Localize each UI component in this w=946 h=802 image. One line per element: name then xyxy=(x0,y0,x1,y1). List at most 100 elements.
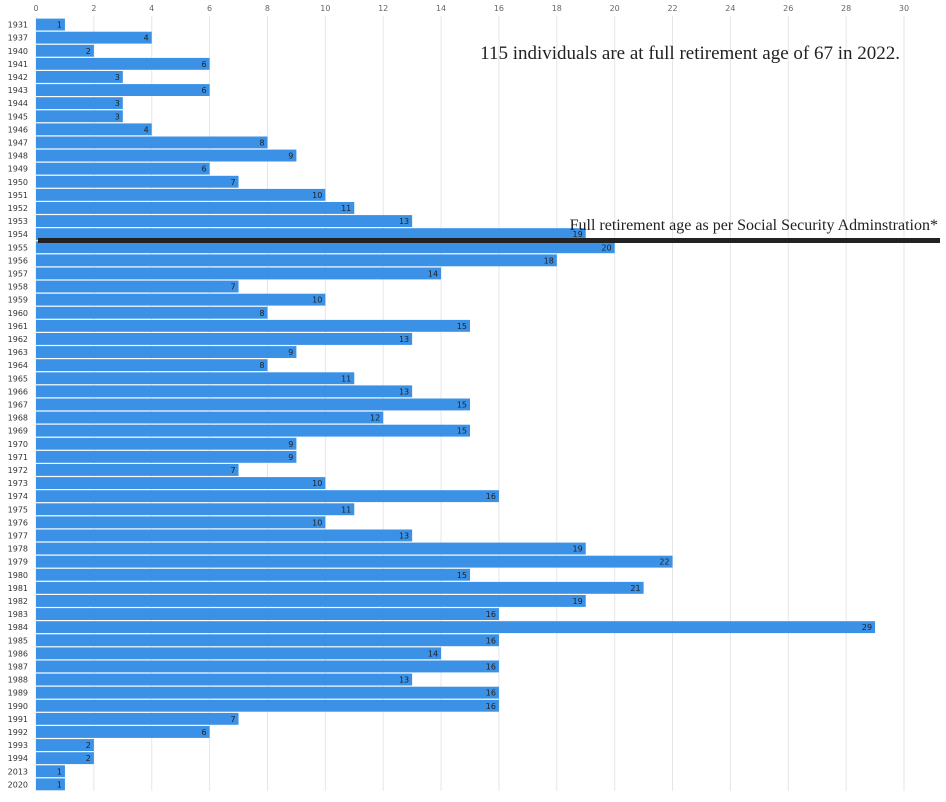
category-label: 1948 xyxy=(8,152,28,161)
category-label: 1951 xyxy=(8,191,28,200)
data-label: 9 xyxy=(288,440,293,449)
bar xyxy=(36,581,644,594)
bar xyxy=(36,555,673,568)
category-label: 1965 xyxy=(8,374,28,383)
category-label: 1978 xyxy=(8,545,28,554)
bar xyxy=(36,71,123,83)
category-label: 1973 xyxy=(8,479,28,488)
data-label: 12 xyxy=(370,414,380,423)
data-label: 16 xyxy=(486,689,496,698)
bar xyxy=(36,752,94,765)
category-label: 1993 xyxy=(8,741,28,750)
category-label: 1976 xyxy=(8,518,28,527)
data-label: 8 xyxy=(259,361,264,370)
data-label: 11 xyxy=(341,204,351,213)
data-label: 15 xyxy=(457,571,467,580)
category-label: 1957 xyxy=(8,269,28,278)
category-label: 1945 xyxy=(8,112,28,121)
data-label: 1 xyxy=(57,767,62,776)
bar xyxy=(36,673,413,686)
bar xyxy=(36,477,326,489)
category-label: 1941 xyxy=(8,60,28,69)
category-label: 1987 xyxy=(8,662,28,671)
bar xyxy=(36,18,65,31)
category-label: 1943 xyxy=(8,86,28,95)
data-label: 15 xyxy=(457,322,467,331)
data-label: 4 xyxy=(144,125,149,134)
category-label: 1946 xyxy=(8,125,28,134)
category-label: 1982 xyxy=(8,597,28,606)
category-label: 1962 xyxy=(8,335,28,344)
bar xyxy=(36,31,152,44)
category-label: 1956 xyxy=(8,256,28,265)
bar xyxy=(36,437,297,450)
bar xyxy=(36,712,239,725)
x-tick-label: 28 xyxy=(841,4,851,13)
data-label: 9 xyxy=(288,453,293,462)
category-label: 1986 xyxy=(8,649,28,658)
x-tick-label: 2 xyxy=(91,4,96,13)
bar xyxy=(36,686,499,699)
category-label: 1969 xyxy=(8,427,28,436)
y-axis-labels: 1931 1937 1940 1941 1942 1943 1944 1945 1946 1947… xyxy=(8,21,28,790)
data-label: 10 xyxy=(312,518,322,527)
category-label: 1950 xyxy=(8,178,28,187)
category-label: 2020 xyxy=(8,780,28,789)
bar xyxy=(36,411,384,424)
category-label: 1971 xyxy=(8,453,28,462)
x-tick-label: 18 xyxy=(552,4,562,13)
category-label: 1983 xyxy=(8,610,28,619)
threshold-label: Full retirement age as per Social Securi… xyxy=(570,217,938,234)
category-label: 1977 xyxy=(8,531,28,540)
bar xyxy=(36,333,413,345)
category-label: 1991 xyxy=(8,715,28,724)
bar xyxy=(36,346,297,358)
bar xyxy=(36,424,470,437)
data-label: 13 xyxy=(399,531,409,540)
data-label: 2 xyxy=(86,47,91,56)
x-tick-label: 12 xyxy=(378,4,388,13)
data-label: 6 xyxy=(202,86,207,95)
x-tick-label: 0 xyxy=(33,4,38,13)
data-label: 6 xyxy=(202,728,207,737)
bar xyxy=(36,241,615,254)
data-label: 19 xyxy=(573,230,583,239)
data-label: 20 xyxy=(601,243,611,252)
data-label: 22 xyxy=(659,558,669,567)
data-label: 11 xyxy=(341,374,351,383)
x-tick-label: 14 xyxy=(436,4,446,13)
bar xyxy=(36,450,297,463)
category-label: 1964 xyxy=(8,361,28,370)
category-label: 1984 xyxy=(8,623,28,632)
data-label: 1 xyxy=(57,780,62,789)
x-tick-label: 20 xyxy=(610,4,620,13)
category-label: 1966 xyxy=(8,387,28,396)
bar xyxy=(36,57,210,70)
category-label: 1963 xyxy=(8,348,28,357)
data-label: 7 xyxy=(230,178,235,187)
data-label: 15 xyxy=(457,427,467,436)
bar xyxy=(36,162,210,175)
bar xyxy=(36,136,268,149)
category-label: 1953 xyxy=(8,217,28,226)
bar xyxy=(36,306,268,319)
bar xyxy=(36,97,123,110)
bar xyxy=(36,293,326,306)
data-label: 13 xyxy=(399,335,409,344)
data-label: 8 xyxy=(259,309,264,318)
category-label: 2013 xyxy=(8,767,28,776)
data-label: 2 xyxy=(86,754,91,763)
data-label: 10 xyxy=(312,296,322,305)
data-label: 15 xyxy=(457,400,467,409)
category-label: 1937 xyxy=(8,34,28,43)
category-label: 1968 xyxy=(8,414,28,423)
category-label: 1990 xyxy=(8,702,28,711)
data-label: 8 xyxy=(259,138,264,147)
bars xyxy=(36,18,876,791)
data-label: 11 xyxy=(341,505,351,514)
data-label: 16 xyxy=(486,662,496,671)
category-label: 1994 xyxy=(8,754,28,763)
data-label: 10 xyxy=(312,479,322,488)
category-label: 1947 xyxy=(8,138,28,147)
category-label: 1967 xyxy=(8,400,28,409)
